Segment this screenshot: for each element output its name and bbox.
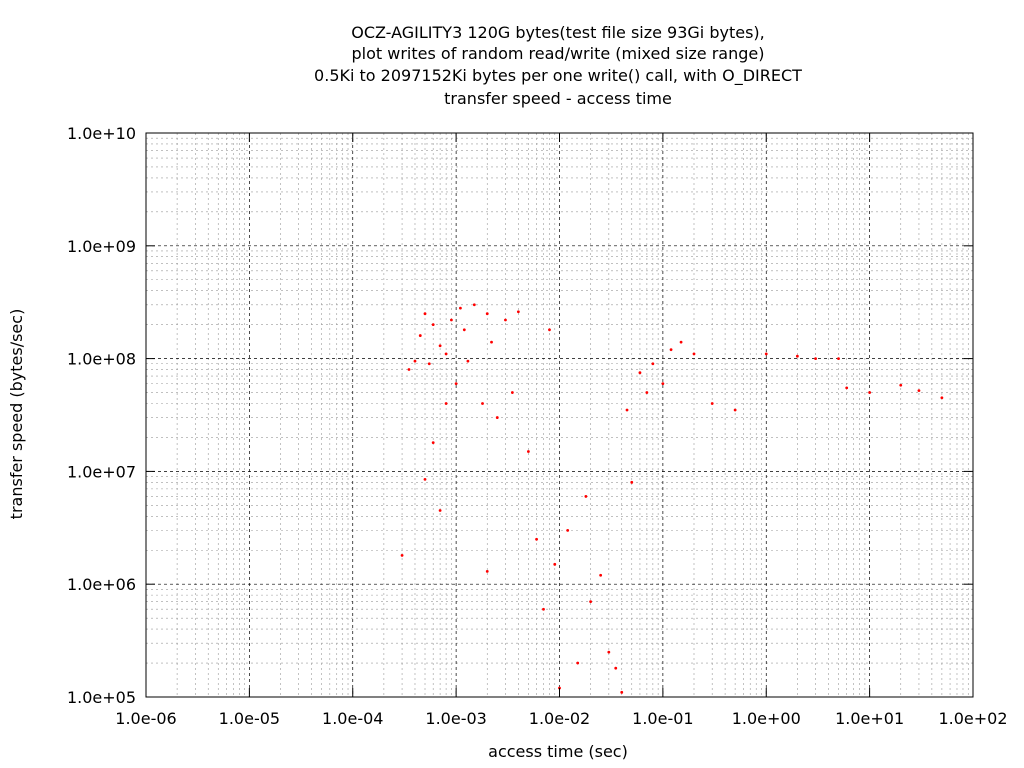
- data-point: [917, 389, 921, 393]
- data-point: [651, 362, 655, 366]
- data-point: [584, 495, 588, 498]
- data-point: [566, 528, 570, 532]
- data-point: [431, 441, 435, 445]
- y-axis-label: transfer speed (bytes/sec): [7, 309, 26, 520]
- data-point: [485, 569, 489, 573]
- data-point: [795, 354, 799, 358]
- data-point: [510, 391, 514, 394]
- chart-title-line-2: plot writes of random read/write (mixed …: [352, 44, 765, 63]
- data-point: [733, 408, 737, 412]
- tick-labels: 1.0e-06 1.0e-05 1.0e-04 1.0e-03 1.0e-02 1.0e-…: [67, 124, 1008, 728]
- data-point: [661, 382, 665, 386]
- x-tick-label: 1.0e+01: [835, 709, 904, 728]
- data-point: [485, 312, 489, 316]
- data-point: [481, 402, 484, 405]
- data-point: [899, 383, 903, 387]
- data-point: [553, 562, 557, 566]
- data-point: [490, 340, 493, 344]
- data-point: [614, 666, 618, 670]
- x-tick-label: 1.0e+02: [938, 709, 1007, 728]
- data-point: [638, 371, 642, 375]
- y-tick-label: 1.0e+09: [67, 237, 136, 256]
- data-point: [407, 368, 411, 371]
- data-point: [868, 391, 872, 394]
- data-point: [599, 573, 603, 577]
- data-point: [449, 318, 453, 322]
- x-tick-label: 1.0e-02: [529, 709, 590, 728]
- x-tick-label: 1.0e-01: [632, 709, 693, 728]
- y-tick-label: 1.0e+10: [67, 124, 136, 143]
- data-point: [438, 509, 442, 512]
- data-point: [535, 537, 538, 541]
- data-point: [645, 391, 649, 394]
- data-point: [418, 334, 422, 337]
- data-point: [692, 352, 696, 356]
- data-point: [400, 554, 404, 557]
- x-tick-label: 1.0e-05: [219, 709, 280, 728]
- data-point: [576, 661, 580, 665]
- chart-title-line-1: OCZ-AGILITY3 120G bytes(test file size 9…: [351, 23, 765, 42]
- data-point: [607, 650, 611, 654]
- chart-title-line-4: transfer speed - access time: [444, 89, 672, 108]
- data-point: [454, 382, 458, 386]
- data-point: [516, 310, 520, 314]
- data-point: [495, 416, 499, 419]
- grid: [145, 132, 974, 698]
- data-point: [472, 303, 476, 307]
- data-point: [589, 600, 593, 604]
- y-tick-label: 1.0e+08: [67, 350, 136, 369]
- data-point: [710, 402, 714, 405]
- data-point: [427, 362, 431, 366]
- x-tick-label: 1.0e-03: [425, 709, 486, 728]
- x-axis-label: access time (sec): [488, 742, 628, 761]
- chart-title-line-3: 0.5Ki to 2097152Ki bytes per one write()…: [314, 66, 802, 86]
- data-point: [423, 477, 427, 481]
- data-point: [526, 450, 530, 453]
- data-point: [940, 396, 944, 400]
- data-point: [679, 340, 683, 344]
- data-point: [462, 328, 466, 332]
- data-point: [542, 607, 545, 611]
- data-point: [444, 352, 448, 356]
- data-point: [504, 318, 507, 322]
- x-tick-label: 1.0e-06: [115, 709, 176, 728]
- data-point: [625, 408, 629, 412]
- data-point: [413, 359, 417, 363]
- data-point: [444, 402, 448, 405]
- y-tick-label: 1.0e+06: [67, 575, 136, 594]
- y-tick-label: 1.0e+07: [67, 462, 136, 481]
- data-point: [459, 306, 462, 310]
- data-point: [630, 480, 634, 484]
- data-point: [466, 359, 470, 363]
- data-point: [620, 690, 624, 694]
- data-point: [423, 312, 427, 316]
- data-point: [431, 323, 435, 327]
- data-point: [837, 357, 840, 360]
- data-point: [438, 344, 442, 348]
- x-tick-label: 1.0e-04: [322, 709, 383, 728]
- plot-border: [145, 132, 974, 698]
- data-point: [548, 328, 551, 332]
- y-tick-label: 1.0e+05: [67, 688, 136, 707]
- x-tick-label: 1.0e+00: [732, 709, 801, 728]
- data-point: [845, 386, 849, 390]
- data-point: [669, 348, 673, 352]
- data-point: [814, 357, 817, 360]
- data-point: [764, 352, 768, 356]
- data-points: [400, 303, 944, 694]
